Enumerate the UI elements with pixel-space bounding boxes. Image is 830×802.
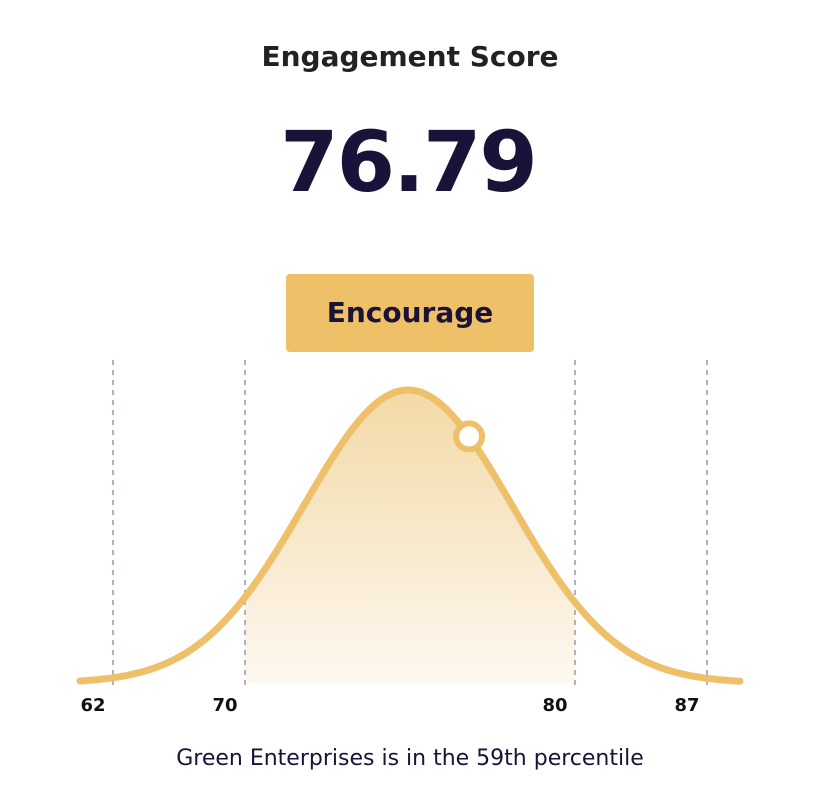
tick-label: 80 — [542, 695, 567, 716]
curve-fill — [245, 390, 575, 683]
title: Engagement Score — [261, 40, 558, 73]
tick-label: 62 — [80, 695, 105, 716]
score-value: 76.79 — [280, 113, 536, 211]
tick-label: 87 — [674, 695, 699, 716]
status-label: Encourage — [327, 296, 494, 329]
distribution-chart: 62 70 80 87 — [76, 360, 744, 716]
status-badge — [286, 274, 534, 352]
curve — [76, 386, 744, 685]
tick-label: 70 — [212, 695, 237, 716]
score-marker — [453, 420, 486, 453]
percentile-caption: Green Enterprises is in the 59th percent… — [176, 746, 644, 771]
